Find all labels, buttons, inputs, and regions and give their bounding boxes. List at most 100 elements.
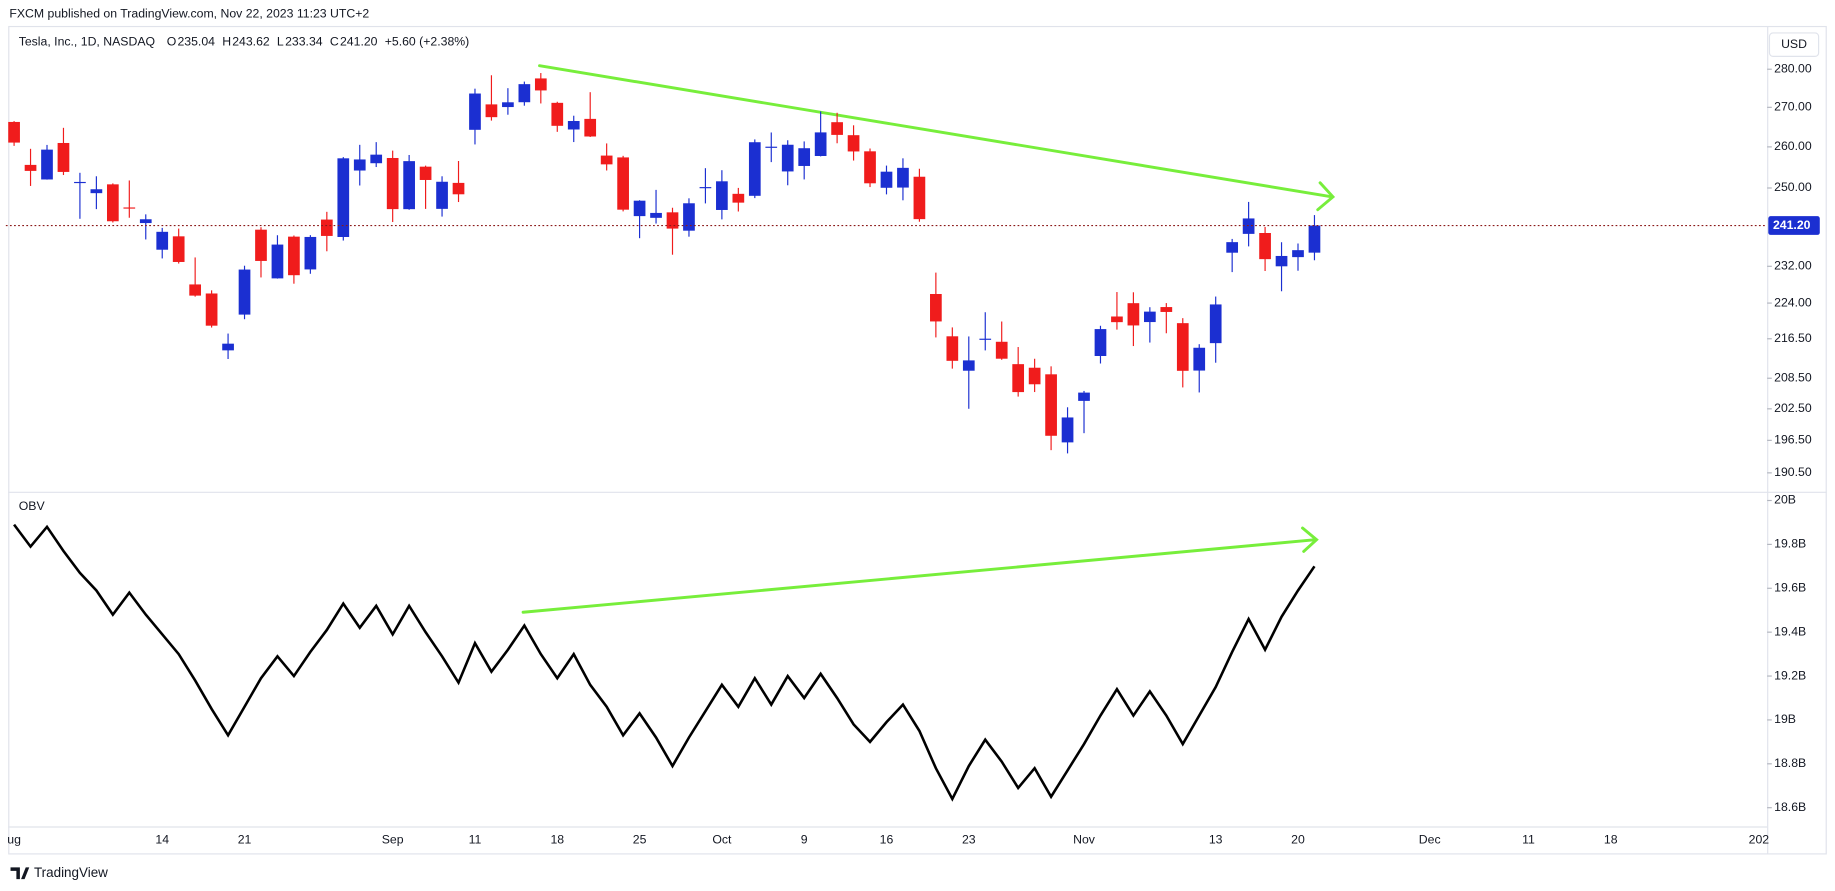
y-tick-label: 224.00 — [1774, 295, 1812, 309]
y-tick-label: 190.50 — [1774, 465, 1812, 479]
candle-body — [57, 142, 70, 172]
candle-body — [633, 200, 646, 217]
candle-body — [962, 360, 975, 371]
ohlc-value: 243.62 — [232, 35, 270, 49]
ohlc-label: H — [222, 35, 231, 49]
x-tick-label: 21 — [238, 833, 252, 847]
x-tick-label: 9 — [801, 833, 808, 847]
candle-body — [518, 84, 531, 103]
x-tick-label: 18 — [550, 833, 564, 847]
ohlc-label: O — [167, 35, 177, 49]
candle-body — [139, 219, 152, 224]
y-tick-label: 216.50 — [1774, 331, 1812, 345]
candle-body — [90, 189, 103, 194]
candle-body — [403, 161, 415, 210]
y-tick-label: 208.50 — [1774, 370, 1812, 384]
y-tick-label: 19.6B — [1774, 581, 1806, 595]
candle-body — [337, 158, 350, 237]
candle-body — [1045, 374, 1057, 436]
candle-body — [370, 154, 383, 164]
candle-body — [897, 167, 909, 188]
candle-body — [106, 184, 119, 222]
ohlc-value: 233.34 — [285, 35, 323, 49]
arrow-head — [1316, 181, 1336, 212]
candle-body — [1259, 233, 1271, 260]
candle-body — [584, 118, 597, 137]
candle-body — [1176, 323, 1189, 371]
y-tick-label: 232.00 — [1774, 259, 1812, 273]
x-tick-label: Nov — [1073, 833, 1096, 847]
candle-body — [551, 102, 564, 126]
candle-body — [502, 102, 514, 108]
candle-body — [600, 155, 613, 165]
trend-line — [538, 64, 1334, 199]
candle-body — [864, 151, 876, 184]
indicator-title: OBV — [19, 499, 46, 513]
candle-body — [288, 236, 300, 276]
x-tick-label: 14 — [155, 833, 169, 847]
y-tick-label: 19.2B — [1774, 668, 1806, 682]
candle-body — [436, 181, 448, 209]
x-tick-label: 11 — [1522, 833, 1535, 847]
candle-body — [650, 212, 662, 218]
candle-body — [946, 336, 959, 361]
x-tick-label: 20 — [1291, 833, 1305, 847]
candle-body — [617, 157, 629, 210]
currency-box[interactable] — [1768, 32, 1820, 57]
x-tick-label: 202 — [1749, 833, 1770, 847]
candle-body — [979, 338, 992, 340]
x-tick-label: Dec — [1419, 833, 1441, 847]
candle-body — [1061, 417, 1074, 443]
candle-body — [386, 157, 399, 210]
candle-body — [8, 121, 20, 143]
candle-body — [485, 104, 498, 118]
trend-line — [521, 538, 1317, 614]
y-tick-label: 202.50 — [1774, 401, 1812, 415]
candle-body — [205, 293, 218, 326]
ohlc-label: L — [277, 35, 284, 49]
candle-body — [222, 343, 234, 351]
candle-body — [1226, 242, 1239, 253]
candle-body — [172, 236, 185, 262]
candle-body — [1292, 250, 1304, 258]
publisher: FXCM published on TradingView.com, Nov 2… — [9, 7, 369, 21]
candle-body — [469, 93, 481, 130]
candle-body — [699, 187, 712, 189]
candle-body — [913, 176, 926, 220]
candle-body — [1209, 304, 1222, 344]
obv-line — [13, 523, 1316, 802]
candle-body — [452, 182, 465, 195]
x-tick-label: Sep — [382, 833, 404, 847]
candle-body — [930, 293, 942, 322]
ohlc-label: C — [330, 35, 339, 49]
arrow-head — [1301, 526, 1319, 553]
candle-body — [1308, 225, 1321, 253]
ohlc-value: 241.20 — [340, 35, 378, 49]
candle-body — [41, 149, 53, 180]
x-tick-label: 18 — [1604, 833, 1618, 847]
candle-body — [995, 341, 1008, 359]
candle-body — [716, 181, 728, 210]
y-tick-label: 260.00 — [1774, 139, 1812, 153]
candle-body — [831, 122, 843, 135]
candle-body — [238, 269, 251, 315]
candle-body — [156, 231, 169, 250]
candle-body — [1160, 307, 1173, 312]
candle-body — [765, 146, 778, 148]
x-tick-label: 16 — [880, 833, 894, 847]
x-tick-label: 23 — [962, 833, 976, 847]
candle-body — [304, 236, 317, 270]
x-tick-label: 13 — [1209, 833, 1223, 847]
candle-body — [320, 219, 333, 236]
y-tick-label: 196.50 — [1774, 433, 1812, 447]
legend-header: Tesla, Inc., 1D, NASDAQ O 235.04 H 243.62 L 2… — [19, 35, 470, 49]
candle-body — [880, 171, 893, 188]
change: +5.60 (+2.38%) — [385, 35, 470, 49]
candle-body — [1111, 316, 1123, 323]
candle-body — [255, 229, 267, 261]
candles — [8, 73, 1321, 454]
currency[interactable]: USD — [1781, 37, 1807, 51]
candle-body — [1094, 329, 1107, 356]
brand: TradingView — [34, 865, 108, 880]
